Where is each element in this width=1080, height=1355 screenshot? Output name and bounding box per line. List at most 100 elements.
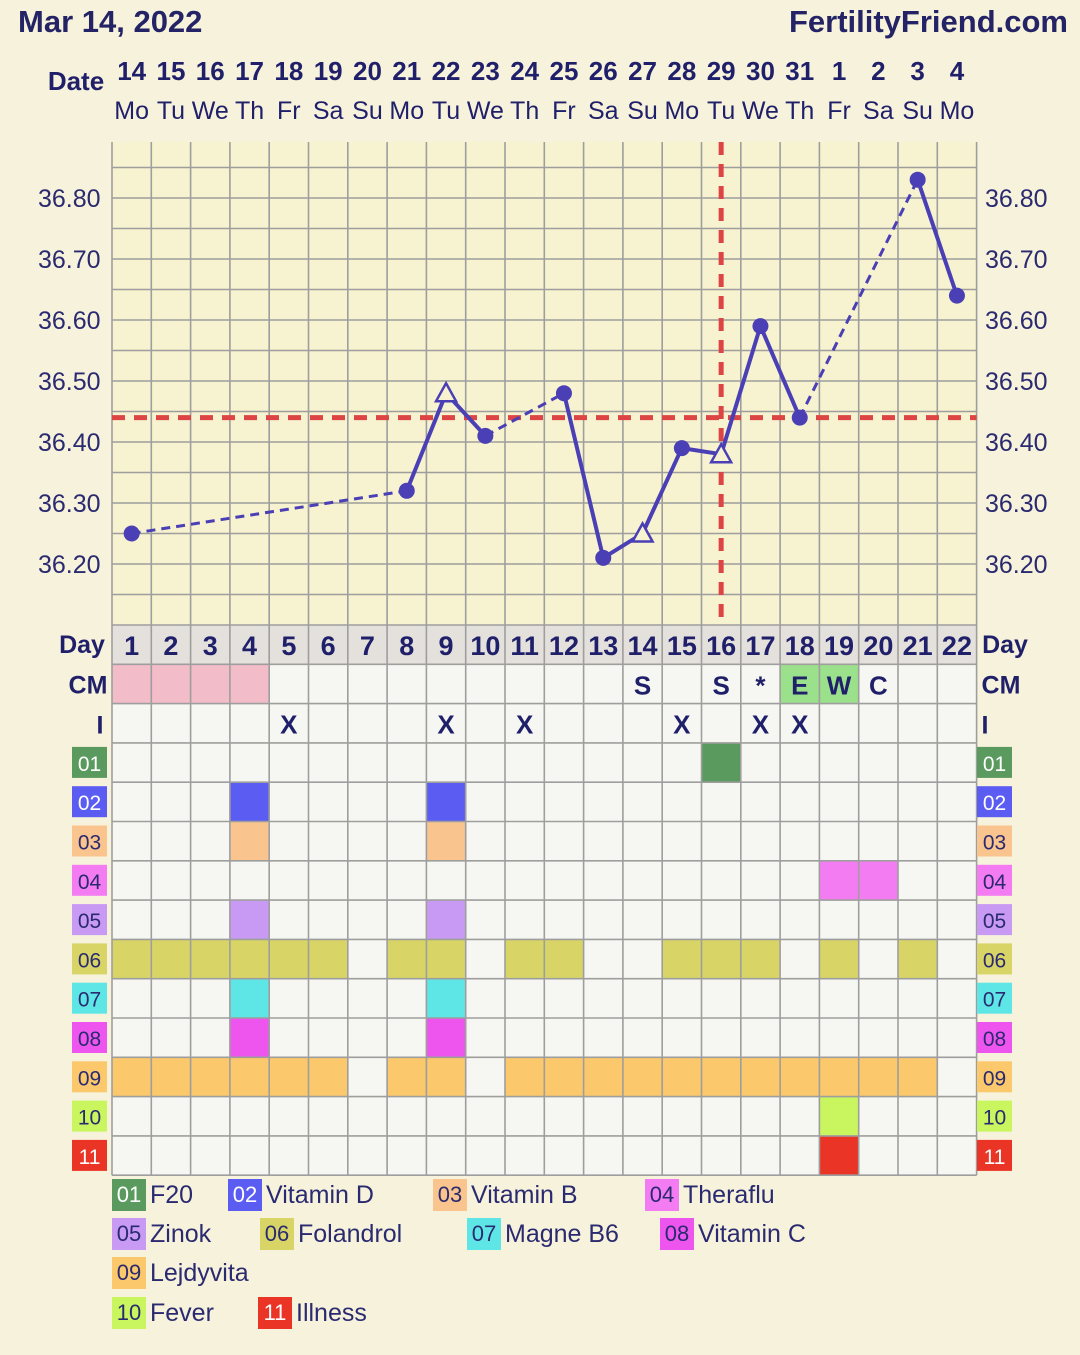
row-06-cell	[505, 939, 545, 979]
row-code-chip-right	[977, 825, 1012, 857]
row-09-cell	[151, 1057, 191, 1097]
cycle-day-label: 7	[360, 631, 375, 661]
cycle-day-label: 6	[321, 631, 336, 661]
row-code-chip-right	[977, 864, 1012, 896]
row-code-label-left: 03	[78, 832, 101, 855]
weekday-label: Mo	[940, 97, 975, 125]
row-06-cell	[544, 939, 584, 979]
cycle-day-label: 2	[163, 631, 178, 661]
row-code-label-left: 08	[78, 1028, 101, 1051]
cm-fertile-cell	[819, 664, 859, 704]
y-tick-right: 36.40	[985, 429, 1048, 457]
row-09-cell	[229, 1057, 270, 1097]
row-code-chip-right	[977, 1100, 1012, 1132]
row-09-cell	[269, 1057, 309, 1097]
temperature-segment	[640, 447, 684, 535]
cycle-day-label: 1	[124, 631, 139, 661]
chart-start-date: Mar 14, 2022	[18, 4, 203, 39]
weekday-label: Fr	[827, 97, 851, 125]
weekday-label: Th	[235, 97, 264, 125]
weekday-label: Su	[627, 97, 658, 125]
row-06-cell	[819, 939, 859, 979]
row-code-label-left: 09	[78, 1067, 101, 1090]
cm-code: S	[634, 670, 651, 700]
row-06-cell	[229, 939, 270, 979]
row-06-cell	[190, 939, 230, 979]
row-code-chip-left	[72, 825, 107, 857]
y-tick-left: 36.80	[38, 185, 101, 213]
legend-code: 05	[112, 1218, 146, 1250]
row-code-chip-right	[977, 746, 1012, 778]
intercourse-mark: X	[752, 710, 770, 740]
temperature-segment	[758, 325, 802, 419]
row-09-cell	[898, 1057, 938, 1097]
legend-code: 06	[260, 1218, 294, 1250]
legend-label: F20	[150, 1180, 194, 1209]
row-code-label-left: 10	[78, 1107, 101, 1130]
row-06-cell	[701, 939, 741, 979]
y-tick-right: 36.30	[985, 490, 1048, 518]
weekday-label: Sa	[313, 97, 344, 125]
legend-label: Folandrol	[298, 1219, 403, 1248]
legend-label: Vitamin D	[266, 1180, 374, 1209]
row-code-label-left: 11	[79, 1146, 101, 1169]
row-code-chip-left	[72, 746, 107, 778]
legend-code: 01	[112, 1179, 146, 1211]
legend-item: 11 Illness	[258, 1297, 367, 1329]
legend-label: Illness	[296, 1298, 367, 1327]
date-row-label: Date	[48, 66, 104, 96]
legend-code: 08	[660, 1218, 694, 1250]
date-label: 19	[314, 56, 343, 86]
legend-code: 02	[228, 1179, 262, 1211]
y-tick-right: 36.60	[985, 307, 1048, 335]
row-09-cell	[701, 1057, 741, 1097]
row-07-cell	[229, 978, 270, 1018]
legend-item: 04 Theraflu	[645, 1179, 775, 1211]
weekday-label: Sa	[588, 97, 619, 125]
date-label: 20	[353, 56, 382, 86]
row-06-cell	[112, 939, 152, 979]
row-code-label-right: 02	[983, 792, 1006, 815]
row-11-cell	[819, 1135, 859, 1176]
row-09-cell	[583, 1057, 623, 1097]
row-09-cell	[819, 1057, 859, 1097]
row-code-label-right: 08	[983, 1028, 1006, 1051]
lower-grid	[111, 624, 978, 1176]
legend-label: Vitamin B	[471, 1180, 578, 1209]
cycle-day-label: 14	[628, 631, 658, 661]
row-08-cell	[229, 1018, 270, 1058]
cycle-day-label: 17	[745, 631, 775, 661]
temperature-segment	[404, 392, 448, 492]
cm-row-label-left: CM	[69, 671, 108, 699]
temperature-segment	[915, 179, 959, 297]
row-code-chip-left	[72, 1061, 107, 1093]
day-row-label-right: Day	[982, 631, 1028, 659]
temperature-point	[909, 171, 926, 188]
weekday-label: Th	[510, 97, 539, 125]
row-06-cell	[898, 939, 938, 979]
site-name[interactable]: FertilityFriend.com	[788, 4, 1068, 39]
row-code-label-right: 05	[983, 910, 1006, 933]
menstruation-cell	[229, 664, 270, 704]
legend-item: 05 Zinok	[112, 1218, 211, 1250]
intercourse-mark: X	[437, 710, 455, 740]
date-label: 28	[667, 56, 696, 86]
legend-label: Zinok	[150, 1219, 212, 1248]
row-code-label-right: 09	[983, 1067, 1006, 1090]
y-tick-right: 36.50	[985, 368, 1048, 396]
weekday-label: Th	[785, 97, 814, 125]
weekday-label: Tu	[707, 97, 735, 125]
legend-item: 09 Lejdyvita	[112, 1257, 249, 1289]
intercourse-mark: X	[516, 710, 534, 740]
row-09-cell	[112, 1057, 152, 1097]
row-code-label-right: 11	[984, 1146, 1006, 1169]
cycle-day-label: 10	[470, 631, 500, 661]
date-label: 26	[589, 56, 618, 86]
weekday-label: Su	[352, 97, 383, 125]
row-04-cell	[819, 860, 859, 901]
row-code-chip-right	[977, 982, 1012, 1014]
row-code-chip-left	[72, 864, 107, 896]
y-tick-left: 36.20	[38, 551, 101, 579]
